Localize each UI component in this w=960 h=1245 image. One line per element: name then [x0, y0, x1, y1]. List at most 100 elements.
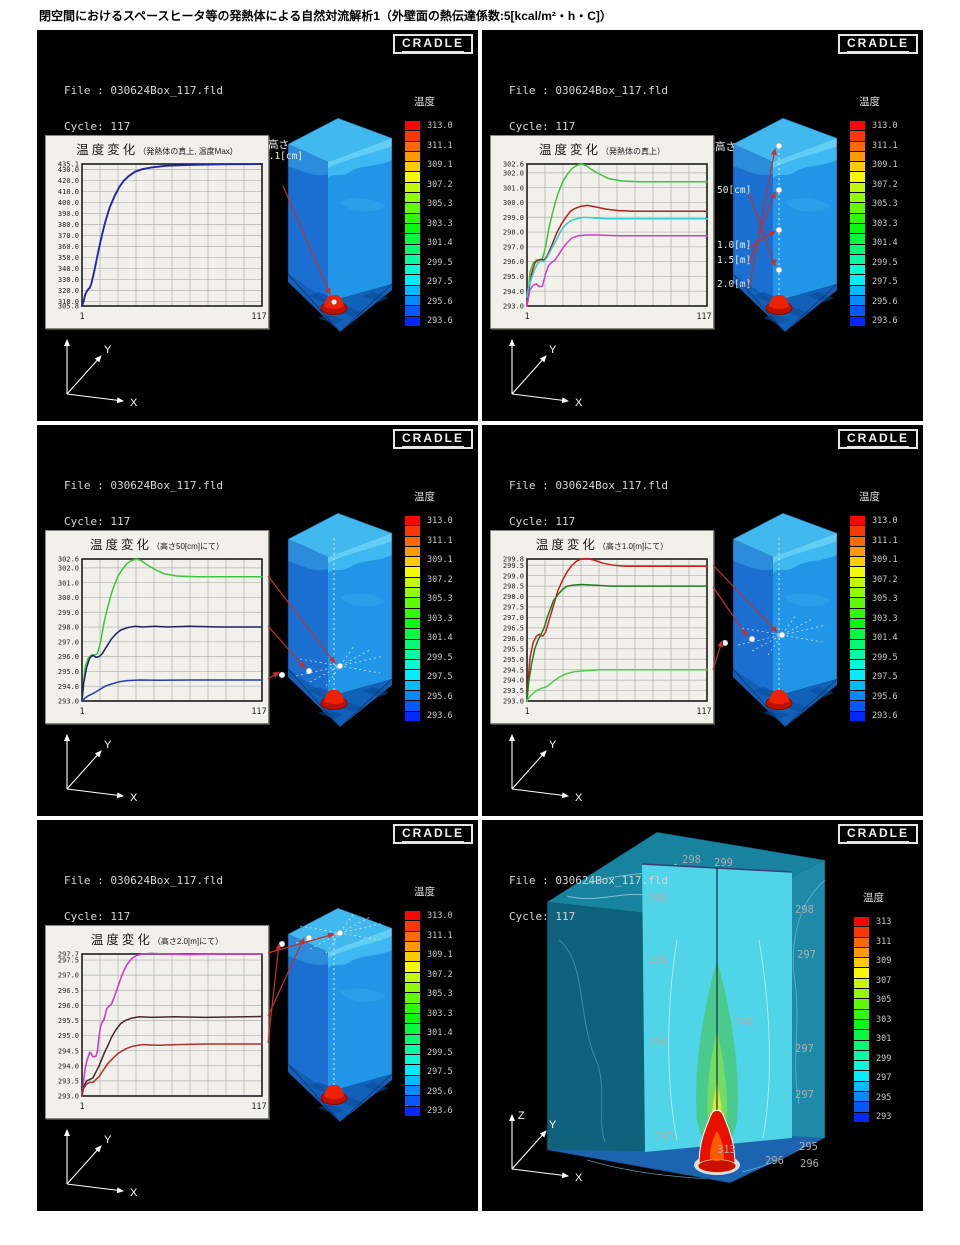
svg-text:295.5: 295.5	[503, 645, 524, 653]
legend-tick-value: 309.1	[427, 555, 453, 565]
viewport-panel-5: CRADLE File : 030624Box_117.fld Cycle: 1…	[37, 820, 478, 1211]
svg-text:X: X	[575, 397, 583, 409]
svg-text:297: 297	[797, 949, 816, 961]
legend-tick-value: 309.1	[427, 950, 453, 960]
height-label-title: 高さ	[268, 139, 289, 151]
legend-color-segment	[850, 182, 865, 193]
legend-color-segment	[405, 1044, 420, 1055]
height-label: 50[cm]	[717, 185, 752, 196]
chart-card: 温度変化（発熱体の真上, 温度Max） 435.1 430.0 420.0 410.0…	[45, 135, 269, 329]
cradle-logo-text: CRADLE	[847, 826, 909, 842]
legend-tick-value: 299.5	[872, 652, 898, 663]
svg-text:297.5: 297.5	[58, 957, 79, 965]
file-name: File : 030624Box_117.fld	[64, 874, 223, 887]
svg-text:296: 296	[649, 954, 668, 966]
svg-text:320.0: 320.0	[58, 287, 79, 295]
legend-color-segment	[850, 121, 865, 131]
legend-tick-value: 297	[876, 1073, 892, 1083]
legend-color-segment	[850, 577, 865, 588]
legend-tick-value: 293.6	[872, 316, 898, 326]
cycle-label: Cycle: 117	[64, 910, 131, 923]
legend-colorbar	[405, 911, 420, 1116]
legend-color-segment	[850, 162, 865, 172]
legend-color-segment	[405, 608, 420, 618]
svg-text:299.0: 299.0	[503, 572, 524, 580]
legend-tick-value: 299.5	[872, 257, 898, 268]
svg-text:301.0: 301.0	[503, 184, 524, 192]
legend-color-segment	[405, 1003, 420, 1013]
chart-title-sub: （高さ2.0[m]にて）	[152, 937, 224, 946]
legend-color-segment	[405, 660, 420, 670]
svg-text:370.0: 370.0	[58, 232, 79, 240]
viewport-panel-6: CRADLE File : 030624Box_117.fld Cycle: 1…	[482, 820, 923, 1211]
svg-text:X: X	[130, 792, 138, 804]
legend-color-segment	[405, 1065, 420, 1075]
cycle-label: Cycle: 117	[509, 120, 576, 133]
legend-color-segment	[405, 193, 420, 203]
svg-text:298.5: 298.5	[503, 583, 524, 591]
file-name: File : 030624Box_117.fld	[64, 479, 223, 492]
legend-color-segment	[850, 234, 865, 244]
svg-text:295.0: 295.0	[58, 668, 79, 676]
legend-color-segment	[850, 618, 865, 629]
legend-color-segment	[850, 649, 865, 660]
svg-text:1: 1	[524, 312, 529, 322]
legend-color-segment	[405, 254, 420, 265]
legend-title: 温度	[414, 96, 435, 108]
box-3d-view	[278, 512, 392, 727]
legend-tick-value: 299.5	[427, 652, 453, 663]
legend-tick-value: 305.3	[427, 989, 453, 999]
svg-text:X: X	[130, 1187, 138, 1199]
legend-color-segment	[854, 958, 869, 968]
legend-color-segment	[405, 983, 420, 993]
file-name: File : 030624Box_117.fld	[64, 84, 223, 97]
legend-color-segment	[405, 244, 420, 254]
legend-color-segment	[405, 1024, 420, 1034]
svg-text:298: 298	[734, 1017, 753, 1029]
legend-body: 313.0 311.1 309.1 307.2 305.3 303.3 301.4 299.5…	[405, 516, 478, 721]
box-3d-view	[278, 907, 392, 1122]
legend-color-segment	[850, 223, 865, 234]
legend-tick-value: 297.5	[427, 1067, 453, 1077]
svg-text:360.0: 360.0	[58, 243, 79, 251]
svg-text:294.0: 294.0	[58, 683, 79, 691]
chart-card: 温度変化（高さ50[cm]にて） 302.6 302.0 301.0 300.0 299…	[45, 530, 269, 724]
legend-tick-value: 301.4	[427, 1028, 453, 1038]
legend-body: 313 311 309 307 305 303 301 299 297 295 293	[854, 917, 923, 1122]
legend-tick-value: 297.5	[872, 277, 898, 287]
legend-tick-value: 303.3	[427, 218, 453, 229]
chart-title: 温度変化（高さ50[cm]にて）	[46, 534, 268, 554]
legend-title: 温度	[859, 491, 880, 503]
svg-text:294.0: 294.0	[503, 288, 524, 296]
chart-title-main: 温度変化	[538, 143, 601, 157]
viewport-panel-3: CRADLE File : 030624Box_117.fld Cycle: 1…	[37, 425, 478, 816]
legend-color-segment	[405, 516, 420, 526]
legend-tick-value: 303.3	[427, 613, 453, 624]
legend-tick-value: 293.6	[427, 1106, 453, 1116]
svg-text:296.5: 296.5	[58, 987, 79, 995]
svg-text:294.0: 294.0	[58, 1062, 79, 1070]
legend-color-segment	[405, 1034, 420, 1044]
temperature-legend: 温度 313.0 311.1 309.1 307.2 305.3 303.3 301.4 29…	[405, 884, 478, 1116]
legend-color-segment	[850, 701, 865, 711]
legend-color-segment	[405, 577, 420, 588]
legend-tick-value: 295.6	[872, 296, 898, 307]
svg-text:296.0: 296.0	[58, 1002, 79, 1010]
svg-text:Y: Y	[549, 739, 557, 751]
axis-triad: YX	[64, 339, 138, 409]
legend-color-segment	[854, 1092, 869, 1102]
legend-color-segment	[405, 546, 420, 557]
legend-color-segment	[850, 306, 865, 316]
legend-color-segment	[405, 649, 420, 660]
legend-color-segment	[405, 993, 420, 1003]
file-name: File : 030624Box_117.fld	[509, 479, 668, 492]
svg-text:380.0: 380.0	[58, 221, 79, 229]
legend-tick-value: 297.5	[872, 672, 898, 682]
legend-color-segment	[405, 1096, 420, 1106]
legend-colorbar	[850, 121, 865, 326]
legend-color-segment	[854, 927, 869, 937]
svg-text:302.0: 302.0	[58, 564, 79, 572]
